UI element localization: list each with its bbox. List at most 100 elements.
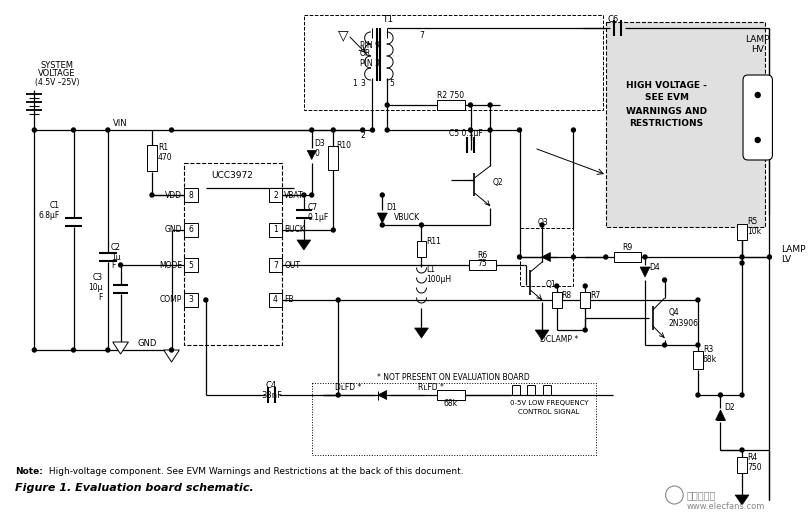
Text: 10k: 10k xyxy=(747,227,761,236)
Text: PIN 9: PIN 9 xyxy=(360,40,380,49)
Bar xyxy=(268,293,282,307)
Text: 100μH: 100μH xyxy=(427,276,452,285)
Text: BUCK: BUCK xyxy=(284,225,305,235)
Circle shape xyxy=(696,298,700,302)
Bar xyxy=(184,188,198,202)
Circle shape xyxy=(381,193,385,197)
Text: VBUCK: VBUCK xyxy=(393,213,420,223)
Circle shape xyxy=(381,223,385,227)
Text: MODE: MODE xyxy=(159,260,183,269)
Bar xyxy=(312,383,596,455)
Polygon shape xyxy=(541,253,550,261)
Text: R2 750: R2 750 xyxy=(437,92,465,101)
Text: 2: 2 xyxy=(360,132,365,140)
Text: ▽: ▽ xyxy=(338,28,348,42)
Text: Q1: Q1 xyxy=(546,280,557,289)
Text: 10μ: 10μ xyxy=(88,283,103,292)
Text: 470: 470 xyxy=(158,154,172,162)
Circle shape xyxy=(150,193,154,197)
Text: 1μ: 1μ xyxy=(111,254,120,263)
Circle shape xyxy=(518,255,521,259)
Circle shape xyxy=(555,284,558,288)
Circle shape xyxy=(768,255,772,259)
Bar xyxy=(606,22,764,227)
Circle shape xyxy=(72,348,75,352)
Text: D4: D4 xyxy=(649,264,659,272)
Text: FB: FB xyxy=(284,296,294,304)
Text: 68k: 68k xyxy=(703,355,717,365)
Bar xyxy=(268,188,282,202)
Text: 3: 3 xyxy=(360,79,365,88)
Circle shape xyxy=(583,284,587,288)
Bar xyxy=(328,146,339,170)
Text: COMP: COMP xyxy=(160,296,183,304)
Text: R5: R5 xyxy=(747,217,757,226)
Text: T1: T1 xyxy=(381,16,393,25)
Text: Figure 1. Evaluation board schematic.: Figure 1. Evaluation board schematic. xyxy=(15,483,254,493)
Text: 1: 1 xyxy=(352,79,357,88)
Text: Note:: Note: xyxy=(15,467,43,476)
Text: GND: GND xyxy=(137,340,157,348)
Circle shape xyxy=(360,128,364,132)
Circle shape xyxy=(419,223,423,227)
Bar xyxy=(613,252,641,262)
Text: R10: R10 xyxy=(336,140,351,149)
Bar xyxy=(469,260,496,270)
Polygon shape xyxy=(307,150,316,159)
Text: Q2: Q2 xyxy=(493,179,503,188)
Circle shape xyxy=(540,223,544,227)
Text: LV: LV xyxy=(781,256,791,265)
Text: www.elecfans.com: www.elecfans.com xyxy=(686,502,764,511)
Text: HV: HV xyxy=(751,46,764,54)
Text: D3: D3 xyxy=(314,138,326,147)
Text: R4: R4 xyxy=(747,453,757,463)
Circle shape xyxy=(119,263,123,267)
Text: 1: 1 xyxy=(273,225,278,235)
Text: OUT: OUT xyxy=(284,260,301,269)
Text: 750: 750 xyxy=(747,464,762,473)
Text: SYSTEM: SYSTEM xyxy=(40,60,74,70)
Text: 0: 0 xyxy=(314,148,319,158)
Bar xyxy=(580,292,590,308)
Bar xyxy=(184,223,198,237)
Text: R11: R11 xyxy=(427,237,441,246)
Text: VIN: VIN xyxy=(113,118,128,127)
FancyBboxPatch shape xyxy=(743,75,772,160)
Text: R8: R8 xyxy=(562,290,572,300)
Text: HIGH VOLTAGE -: HIGH VOLTAGE - xyxy=(626,81,707,90)
Text: PIN 3: PIN 3 xyxy=(360,59,380,68)
Circle shape xyxy=(72,128,75,132)
Circle shape xyxy=(663,278,667,282)
Polygon shape xyxy=(377,213,387,223)
Text: 2: 2 xyxy=(273,191,278,200)
Text: R1: R1 xyxy=(158,143,168,151)
Text: GND: GND xyxy=(165,225,183,235)
Circle shape xyxy=(740,448,744,452)
Text: F: F xyxy=(99,293,103,302)
Text: C6: C6 xyxy=(607,16,618,25)
Text: 6.8μF: 6.8μF xyxy=(39,211,60,220)
Text: C1: C1 xyxy=(50,201,60,210)
Text: 75: 75 xyxy=(478,258,487,267)
Bar xyxy=(737,457,747,473)
Text: 8: 8 xyxy=(189,191,194,200)
Text: 0-5V LOW FREQUENCY: 0-5V LOW FREQUENCY xyxy=(510,400,588,406)
Circle shape xyxy=(204,298,208,302)
Text: VDD: VDD xyxy=(166,191,183,200)
Text: 6: 6 xyxy=(189,225,194,235)
Polygon shape xyxy=(415,328,428,338)
Text: C2: C2 xyxy=(111,244,120,253)
Text: * NOT PRESENT ON EVALUATION BOARD: * NOT PRESENT ON EVALUATION BOARD xyxy=(377,373,530,381)
Circle shape xyxy=(740,255,744,259)
Polygon shape xyxy=(113,342,128,354)
Circle shape xyxy=(571,255,575,259)
Circle shape xyxy=(696,343,700,347)
Polygon shape xyxy=(640,267,650,277)
Circle shape xyxy=(331,228,335,232)
Bar xyxy=(268,258,282,272)
Text: Q4: Q4 xyxy=(668,309,680,318)
Circle shape xyxy=(518,128,521,132)
Bar xyxy=(737,224,747,240)
Circle shape xyxy=(106,128,110,132)
Text: 5: 5 xyxy=(389,79,394,88)
